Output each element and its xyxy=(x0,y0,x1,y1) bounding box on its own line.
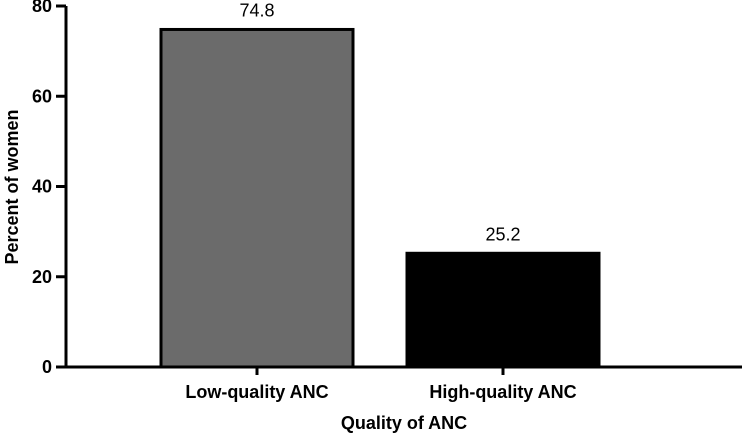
y-tick-label: 0 xyxy=(42,357,52,377)
y-tick-label: 20 xyxy=(32,267,52,287)
y-tick-label: 40 xyxy=(32,177,52,197)
y-axis-ticks: 0 20 40 60 80 xyxy=(32,0,66,377)
x-axis-title: Quality of ANC xyxy=(341,413,467,433)
bar-data-label: 74.8 xyxy=(239,0,274,20)
bars: 74.8 25.2 xyxy=(159,0,601,369)
y-tick-label: 60 xyxy=(32,86,52,106)
y-axis-title: Percent of women xyxy=(2,109,22,264)
y-tick-label: 80 xyxy=(32,0,52,16)
x-category-label: High-quality ANC xyxy=(429,382,576,402)
bar-data-label: 25.2 xyxy=(485,224,520,244)
bar xyxy=(405,251,601,369)
x-axis-ticks: Low-quality ANC High-quality ANC xyxy=(185,367,577,402)
x-category-label: Low-quality ANC xyxy=(185,382,328,402)
bar xyxy=(159,27,355,369)
